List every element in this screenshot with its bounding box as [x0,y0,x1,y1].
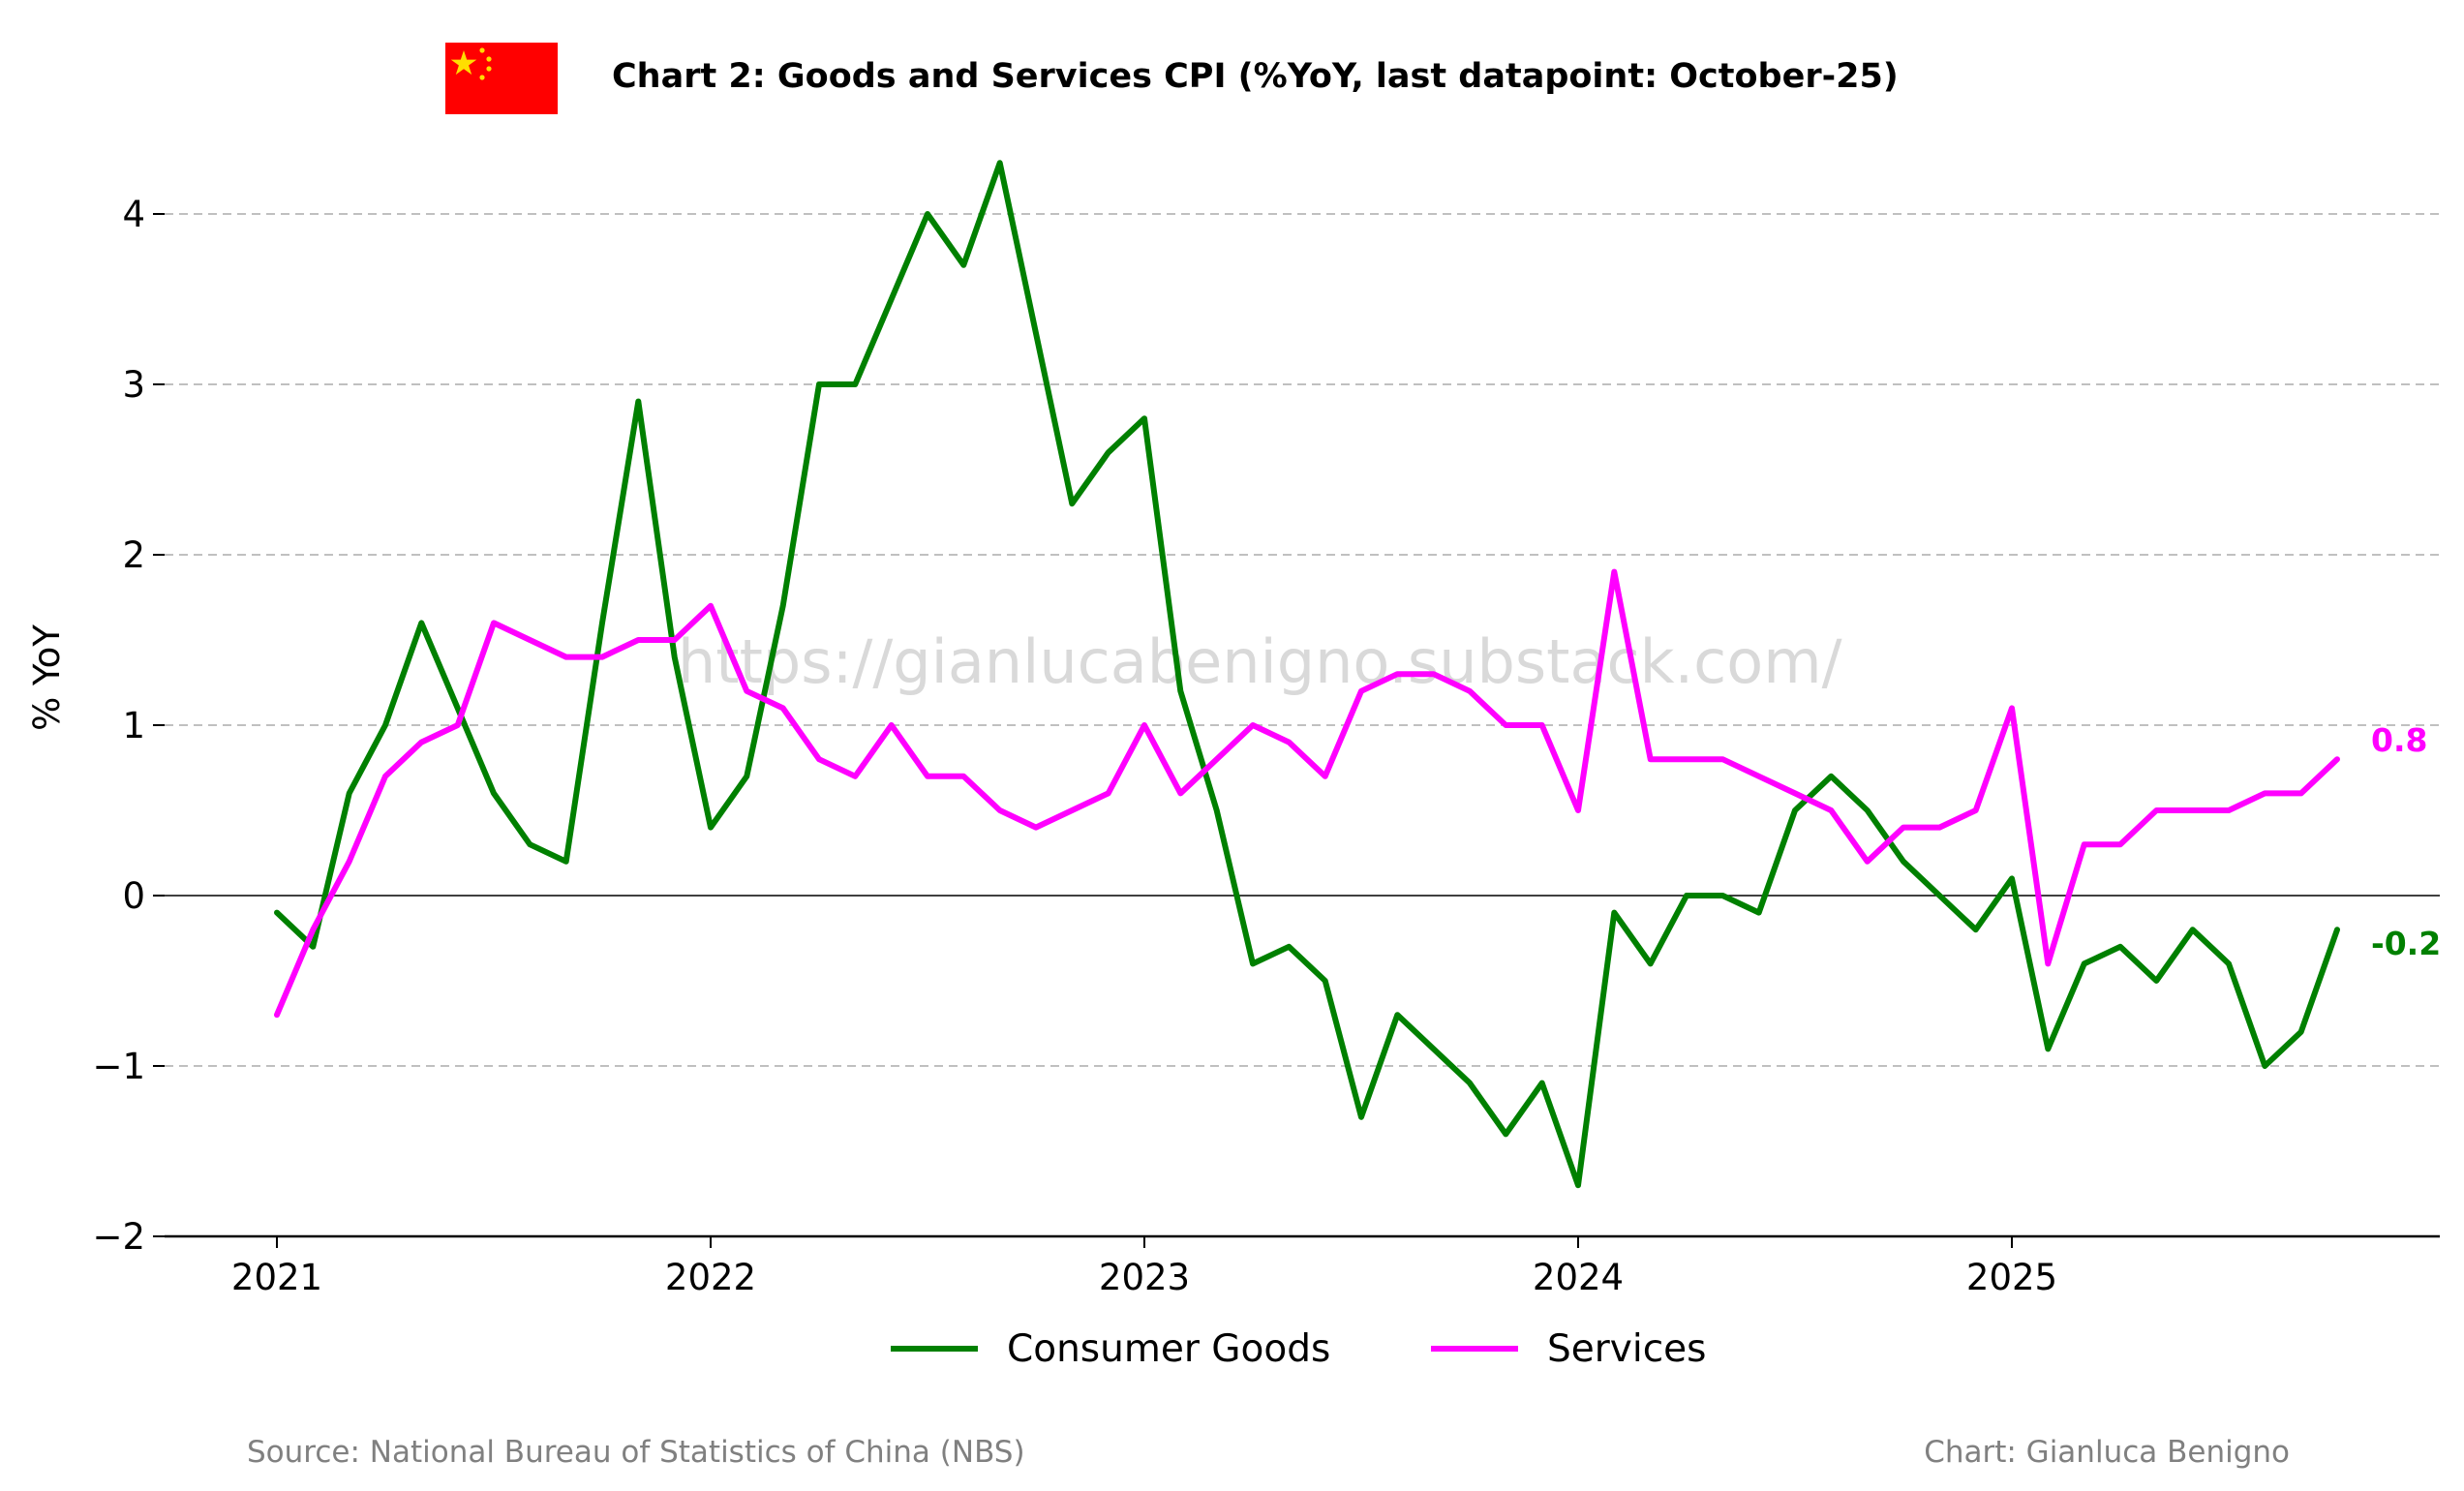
x-tick-label: 2024 [1533,1257,1624,1298]
y-tick-label: 2 [122,534,145,576]
series-lines [274,160,2340,1189]
gridlines [165,213,2440,1067]
source-note: Source: National Bureau of Statistics of… [247,1435,1025,1470]
y-tick-label: 3 [122,364,145,406]
y-axis-ticks: −2 −1 0 1 2 3 4 [92,194,165,1258]
y-tick-label: −1 [92,1046,145,1087]
chart-credit: Chart: Gianluca Benigno [1924,1435,2290,1470]
series-line-consumer-goods [274,160,2340,1189]
x-tick-label: 2025 [1966,1257,2057,1298]
x-tick-label: 2023 [1099,1257,1190,1298]
watermark: https://gianlucabenigno.substack.com/ [678,626,1842,697]
legend: Consumer Goods Services [891,1327,1706,1371]
china-flag-icon [445,43,558,114]
axes [165,1234,2440,1238]
legend-label: Consumer Goods [1007,1327,1330,1371]
y-tick-label: 4 [122,194,145,235]
y-axis-title: % YoY [26,624,68,731]
y-tick-label: 0 [122,875,145,917]
legend-label: Services [1547,1327,1706,1371]
x-axis-ticks: 2021 2022 2023 2024 2025 [231,1236,2057,1298]
series-line-services [274,568,2340,1019]
series-end-label: -0.2 [2371,925,2441,962]
y-tick-label: −2 [92,1216,145,1258]
x-tick-label: 2022 [665,1257,756,1298]
series-end-label: 0.8 [2371,721,2427,759]
y-tick-label: 1 [122,705,145,746]
x-tick-label: 2021 [231,1257,322,1298]
end-labels: -0.2 0.8 [2371,721,2441,962]
chart-title: Chart 2: Goods and Services CPI (%YoY, l… [612,57,1899,96]
